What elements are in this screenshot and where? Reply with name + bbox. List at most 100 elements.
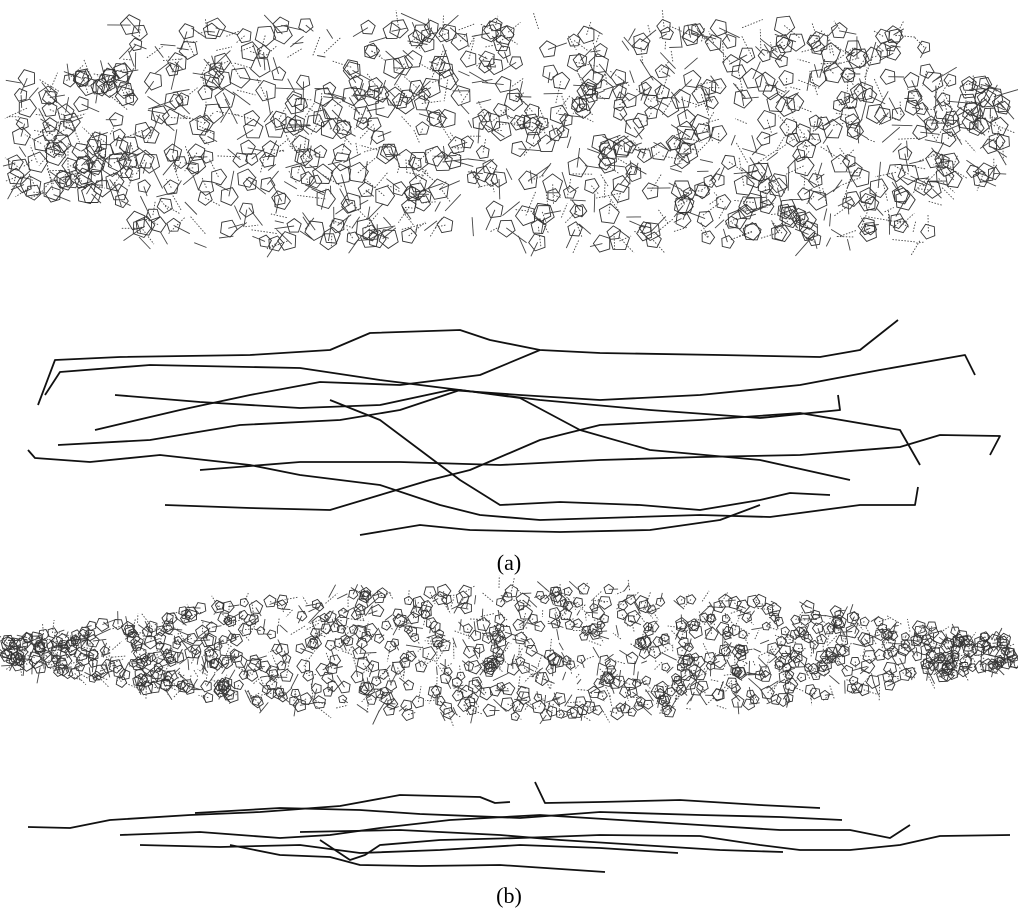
atom-bond: [553, 72, 570, 89]
atom-bond: [877, 673, 887, 675]
atom-bond: [834, 207, 847, 216]
atom-bond: [771, 601, 777, 604]
atom-bond: [156, 192, 175, 197]
atom-bond: [361, 20, 375, 34]
atom-bond: [609, 200, 611, 214]
atom-bond: [252, 230, 278, 234]
atom-bond: [805, 606, 812, 608]
atom-bond: [882, 127, 900, 142]
atom-bond: [137, 146, 152, 158]
atom-bond: [302, 596, 307, 604]
atom-bond: [758, 111, 776, 130]
atom-bond: [194, 243, 206, 248]
panel-label: (a): [497, 550, 521, 575]
atom-bond: [894, 35, 915, 37]
atom-bond: [244, 119, 263, 138]
atom-bond: [330, 186, 331, 195]
atom-bond: [780, 119, 797, 137]
atom-bond: [423, 612, 426, 627]
atom-bond: [390, 20, 408, 38]
atom-bond: [495, 614, 505, 624]
atom-bond: [142, 127, 159, 144]
atom-bond: [95, 629, 111, 637]
atom-bond: [331, 650, 335, 661]
atom-bond: [712, 79, 727, 94]
atom-bond: [47, 163, 53, 190]
atom-bond: [231, 63, 241, 79]
atom-bond: [5, 176, 19, 181]
atom-bond: [286, 610, 292, 617]
atom-bond: [662, 100, 671, 115]
atom-bond: [670, 169, 682, 173]
atom-bond: [801, 48, 817, 52]
atom-bond: [723, 626, 733, 636]
atom-bond: [531, 665, 536, 668]
atom-bond: [898, 138, 920, 139]
atom-bond: [499, 179, 500, 199]
atom-bond: [341, 651, 352, 655]
atom-bond: [818, 186, 840, 200]
atom-bond: [736, 143, 747, 163]
atom-bond: [800, 137, 821, 141]
atom-bond: [533, 203, 551, 221]
atom-bond: [681, 190, 689, 194]
atom-bond: [518, 236, 526, 254]
atom-bond: [863, 228, 871, 231]
atom-bond: [144, 186, 147, 196]
atom-bond: [625, 701, 626, 708]
atom-bond: [185, 202, 197, 215]
atom-bond: [645, 598, 647, 606]
atom-bond: [857, 129, 858, 143]
atom-bond: [742, 149, 765, 156]
trace: [58, 390, 850, 480]
atom-bond: [115, 87, 133, 106]
atom-bond: [221, 188, 238, 206]
atom-bond: [830, 686, 835, 700]
atom-bond: [747, 618, 754, 625]
atom-bond: [166, 649, 173, 650]
atom-bond: [369, 37, 387, 42]
atom-bond: [811, 615, 823, 626]
atom-bond: [841, 178, 861, 186]
atom-bond: [662, 653, 677, 660]
atom-bond: [234, 680, 243, 689]
atom-bond: [496, 16, 498, 25]
atom-bond: [534, 13, 539, 29]
atom-bond: [851, 168, 869, 187]
atom-bond: [29, 88, 38, 99]
atom-bond: [199, 181, 214, 196]
atom-bond: [120, 15, 140, 35]
atom-bond: [967, 165, 979, 177]
atom-bond: [918, 154, 938, 161]
atom-bond: [348, 647, 352, 653]
atom-bond: [237, 90, 255, 95]
atom-bond: [424, 20, 438, 34]
atom-bond: [221, 220, 238, 237]
atom-bond: [810, 640, 818, 649]
atom-bond: [722, 236, 734, 249]
atom-bond: [575, 674, 579, 679]
atom-bond: [406, 160, 407, 175]
atom-bond: [475, 686, 485, 695]
atom-bond: [624, 585, 629, 592]
atom-bond: [206, 671, 208, 684]
atom-bond: [424, 221, 437, 231]
atom-bond: [776, 37, 792, 53]
atom-bond: [160, 44, 175, 45]
atom-bond: [167, 218, 181, 231]
atom-bond: [377, 588, 387, 598]
atom-bond: [577, 689, 588, 690]
atom-bond: [761, 39, 778, 52]
atom-bond: [916, 242, 924, 243]
atom-bond: [892, 108, 904, 121]
atom-bond: [230, 68, 250, 88]
atom-bond: [743, 699, 754, 710]
atom-bond: [556, 95, 570, 114]
atom-bond: [145, 81, 154, 93]
atom-bond: [860, 656, 869, 657]
atom-bond: [312, 684, 322, 694]
atom-bond: [240, 78, 262, 82]
atom-bond: [357, 704, 368, 712]
atom-bond: [920, 64, 934, 78]
atom-bond: [305, 218, 314, 230]
